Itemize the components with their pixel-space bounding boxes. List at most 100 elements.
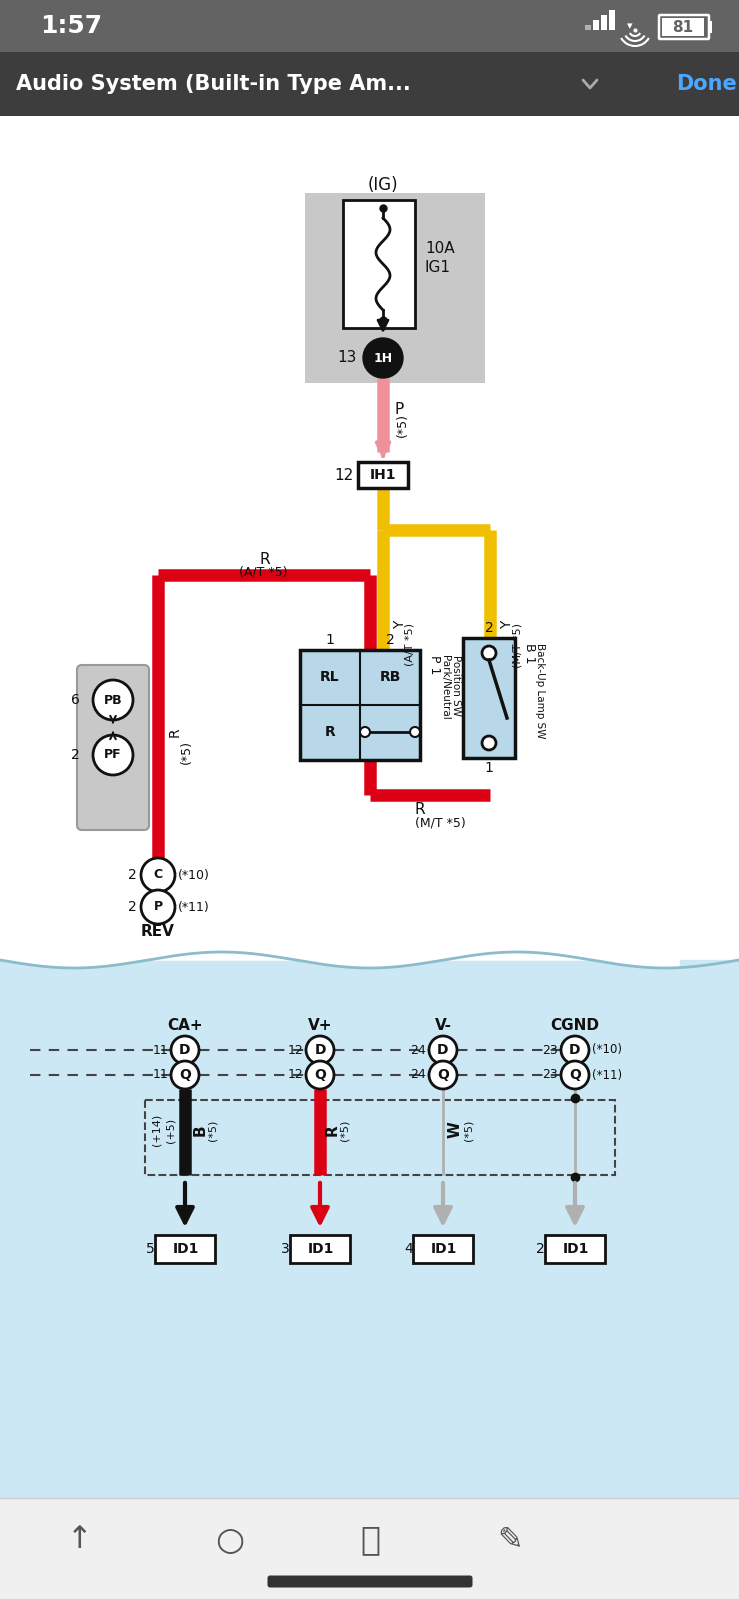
Text: Q: Q xyxy=(569,1068,581,1083)
Text: W: W xyxy=(448,1121,463,1138)
Text: Done: Done xyxy=(675,74,736,94)
Text: PF: PF xyxy=(104,748,122,761)
Text: R: R xyxy=(259,552,270,566)
Bar xyxy=(0,117,739,959)
Text: Audio System (Built-in Type Am...: Audio System (Built-in Type Am... xyxy=(16,74,411,94)
Text: Y: Y xyxy=(500,620,514,628)
Text: 24: 24 xyxy=(410,1068,426,1081)
Bar xyxy=(463,638,515,758)
Text: 13: 13 xyxy=(338,350,357,366)
Bar xyxy=(358,462,408,488)
Text: V+: V+ xyxy=(307,1017,333,1033)
Text: CGND: CGND xyxy=(551,1017,599,1033)
Text: ID1: ID1 xyxy=(563,1242,590,1255)
Text: 1H: 1H xyxy=(373,352,392,365)
Text: Back-Up Lamp SW: Back-Up Lamp SW xyxy=(535,643,545,739)
Bar xyxy=(145,1100,615,1175)
Text: (*5): (*5) xyxy=(463,1119,473,1140)
Circle shape xyxy=(482,736,496,750)
Text: 2: 2 xyxy=(386,633,395,648)
Text: D: D xyxy=(437,1043,449,1057)
Text: R: R xyxy=(324,1124,339,1135)
Text: (*11): (*11) xyxy=(178,900,210,913)
Text: 3: 3 xyxy=(282,1242,290,1255)
Text: (*11): (*11) xyxy=(592,1068,622,1081)
Text: (*10): (*10) xyxy=(592,1044,622,1057)
Text: Q: Q xyxy=(179,1068,191,1083)
Text: IH1: IH1 xyxy=(370,469,396,481)
Circle shape xyxy=(360,728,370,737)
Bar xyxy=(0,53,739,117)
Text: 1:57: 1:57 xyxy=(40,14,102,38)
Text: P 1: P 1 xyxy=(428,656,441,675)
Circle shape xyxy=(561,1062,589,1089)
Bar xyxy=(601,14,607,30)
Bar xyxy=(609,10,615,30)
Text: RL: RL xyxy=(320,670,340,684)
Bar xyxy=(305,333,485,384)
Text: CA+: CA+ xyxy=(167,1017,202,1033)
Bar xyxy=(0,1498,739,1599)
Text: ✎: ✎ xyxy=(497,1525,522,1554)
Text: D: D xyxy=(314,1043,326,1057)
Text: (*5): (*5) xyxy=(180,740,193,764)
Text: 23: 23 xyxy=(542,1044,558,1057)
Text: RB: RB xyxy=(379,670,401,684)
Text: 2: 2 xyxy=(71,748,80,763)
Text: (+5): (+5) xyxy=(165,1118,175,1143)
Bar xyxy=(155,1234,215,1263)
Text: 2: 2 xyxy=(129,900,137,915)
Text: P: P xyxy=(154,900,163,913)
Circle shape xyxy=(410,728,420,737)
Text: Q: Q xyxy=(314,1068,326,1083)
Text: (*10): (*10) xyxy=(178,868,210,881)
Text: ▾: ▾ xyxy=(627,21,633,30)
Text: (A/T *5): (A/T *5) xyxy=(239,566,287,579)
Text: 11: 11 xyxy=(152,1068,168,1081)
Text: PB: PB xyxy=(103,694,123,707)
Bar xyxy=(0,959,739,1498)
Circle shape xyxy=(482,646,496,660)
Text: Ⓐ: Ⓐ xyxy=(360,1524,380,1556)
Text: R: R xyxy=(324,724,336,739)
Text: ID1: ID1 xyxy=(173,1242,200,1255)
Text: 1: 1 xyxy=(485,761,494,776)
Text: (A/T *5): (A/T *5) xyxy=(405,624,415,667)
Text: 4: 4 xyxy=(404,1242,413,1255)
Bar xyxy=(593,21,599,30)
Bar xyxy=(413,1234,473,1263)
Circle shape xyxy=(429,1036,457,1063)
Circle shape xyxy=(306,1036,334,1063)
Text: (M/T *5): (M/T *5) xyxy=(415,817,466,830)
Text: 2: 2 xyxy=(485,620,494,635)
FancyBboxPatch shape xyxy=(268,1575,472,1588)
Text: (IG): (IG) xyxy=(368,176,398,193)
Text: 2: 2 xyxy=(129,868,137,883)
Text: D: D xyxy=(180,1043,191,1057)
Text: Y: Y xyxy=(393,620,407,628)
Text: ID1: ID1 xyxy=(308,1242,334,1255)
Text: V-: V- xyxy=(435,1017,452,1033)
Text: B: B xyxy=(192,1124,208,1135)
Bar xyxy=(708,21,712,34)
Text: 2: 2 xyxy=(537,1242,545,1255)
Text: 10A
IG1: 10A IG1 xyxy=(425,240,454,275)
Bar xyxy=(0,0,739,53)
Circle shape xyxy=(306,1062,334,1089)
Text: 1: 1 xyxy=(326,633,335,648)
Text: REV: REV xyxy=(141,924,175,940)
Text: 12: 12 xyxy=(287,1044,303,1057)
Text: (M/T *5): (M/T *5) xyxy=(512,622,522,667)
Text: B 1: B 1 xyxy=(523,643,536,664)
Text: 12: 12 xyxy=(335,467,354,483)
Text: 12: 12 xyxy=(287,1068,303,1081)
Bar xyxy=(290,1234,350,1263)
Circle shape xyxy=(429,1062,457,1089)
Text: Position SW: Position SW xyxy=(451,656,461,716)
Circle shape xyxy=(141,859,175,892)
Circle shape xyxy=(561,1036,589,1063)
Circle shape xyxy=(93,680,133,720)
Text: 23: 23 xyxy=(542,1068,558,1081)
Text: 24: 24 xyxy=(410,1044,426,1057)
Bar xyxy=(662,18,704,37)
